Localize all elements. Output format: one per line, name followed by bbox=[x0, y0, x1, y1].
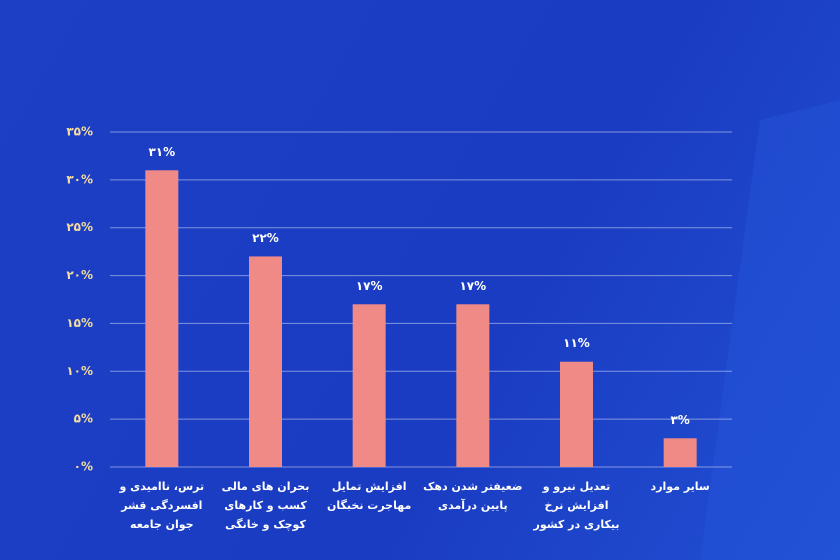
y-tick-label: ۲۵% bbox=[66, 220, 93, 234]
x-tick-label: بحران های مالی کسب و کارهای کوچک و خانگی bbox=[221, 480, 310, 531]
value-label: ۲۲% bbox=[252, 231, 279, 245]
value-label: ۱۱% bbox=[563, 336, 590, 350]
bar bbox=[249, 256, 282, 467]
bar bbox=[560, 361, 593, 467]
x-tick-label: سایر موارد bbox=[650, 480, 710, 493]
y-tick-label: ۱۵% bbox=[66, 316, 93, 330]
bar bbox=[663, 438, 697, 467]
y-tick-label: ۳۵% bbox=[66, 125, 93, 139]
bar bbox=[456, 304, 490, 467]
y-tick-label: ۳۰% bbox=[66, 172, 93, 186]
bar bbox=[145, 170, 179, 468]
value-label: ۱۷% bbox=[459, 279, 486, 293]
x-tick-label: ترس، ناامیدی و افسردگی قشر جوان جامعه bbox=[119, 480, 205, 531]
x-tick-label: ضعیفتر شدن دهک پایین درآمدی bbox=[423, 480, 523, 512]
y-tick-label: ۲۰% bbox=[66, 268, 93, 282]
value-label: ۳% bbox=[670, 413, 689, 427]
value-label: ۱۷% bbox=[356, 279, 383, 293]
x-tick-label: تعدیل نیرو و افزایش نرخ بیکاری در کشور bbox=[533, 480, 620, 531]
y-tick-label: ۰% bbox=[74, 460, 93, 474]
y-tick-label: ۱۰% bbox=[66, 364, 93, 378]
x-tick-label: افزایش تمایل مهاجرت نخبگان bbox=[326, 480, 412, 512]
y-tick-label: ۵% bbox=[74, 412, 93, 426]
value-label: ۳۱% bbox=[148, 145, 175, 159]
background-shape bbox=[700, 100, 840, 560]
bar bbox=[352, 304, 386, 467]
